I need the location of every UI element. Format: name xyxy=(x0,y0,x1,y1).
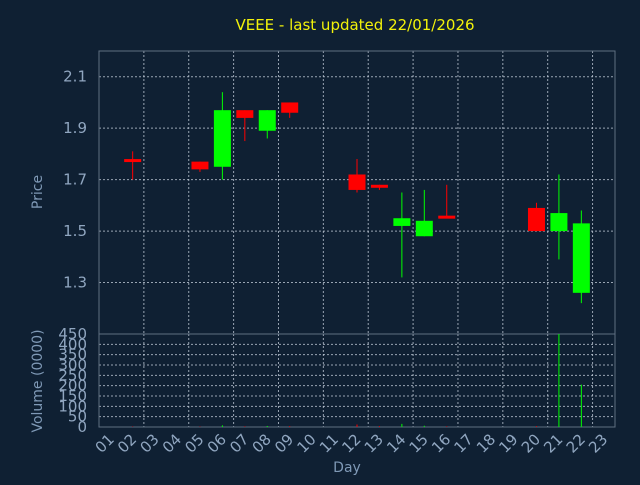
candle-body xyxy=(236,110,254,118)
candle xyxy=(370,184,388,190)
volume-grid xyxy=(99,334,615,427)
volume-tick-label: 0 xyxy=(77,418,87,436)
volume-tick-label: 200 xyxy=(58,377,87,395)
candle-body xyxy=(213,110,231,167)
candlestick-series xyxy=(124,92,590,304)
price-tick-label: 1.3 xyxy=(63,274,87,292)
price-tick-label: 1.7 xyxy=(63,171,87,189)
day-tick-label: 23 xyxy=(585,430,611,456)
candle-body xyxy=(258,110,276,131)
candle xyxy=(415,189,433,237)
candle xyxy=(438,184,456,219)
volume-tick-label: 350 xyxy=(58,346,87,364)
candle-body xyxy=(393,218,411,226)
candle xyxy=(258,110,276,139)
candle-body xyxy=(550,213,568,232)
volume-tick-label: 250 xyxy=(58,366,87,384)
day-axis-label: Day xyxy=(333,460,361,476)
candle xyxy=(550,174,568,260)
candle-body xyxy=(438,215,456,219)
price-tick-label: 2.1 xyxy=(63,68,87,86)
chart-title: VEEE - last updated 22/01/2026 xyxy=(235,16,474,34)
volume-panel-frame xyxy=(98,333,616,428)
price-axis: 1.3 1.5 1.7 1.9 2.1 xyxy=(63,68,87,292)
day-axis: 0102030405060708091011121314151617181920… xyxy=(92,430,612,456)
candle xyxy=(124,151,142,180)
candle-body xyxy=(527,207,545,232)
volume-tick-label: 50 xyxy=(68,408,87,426)
candle xyxy=(191,161,209,172)
candle xyxy=(281,102,299,118)
candle xyxy=(213,92,231,180)
volume-axis-label: Volume (0000) xyxy=(30,329,46,432)
price-tick-label: 1.5 xyxy=(63,222,87,240)
candle xyxy=(393,192,411,278)
candle-body xyxy=(415,220,433,237)
candle-body xyxy=(370,184,388,188)
candle-body xyxy=(124,159,142,163)
candle-body xyxy=(348,174,366,190)
volume-tick-label: 150 xyxy=(58,387,87,405)
candle-body xyxy=(281,102,299,113)
price-axis-label: Price xyxy=(30,175,46,209)
volume-tick-label: 400 xyxy=(58,335,87,353)
volume-tick-label: 100 xyxy=(58,397,87,415)
volume-tick-label: 450 xyxy=(58,325,87,343)
candle xyxy=(572,210,590,304)
volume-series xyxy=(132,334,582,427)
candle-body xyxy=(572,223,590,293)
candle xyxy=(236,110,254,142)
volume-tick-label: 300 xyxy=(58,356,87,374)
price-tick-label: 1.9 xyxy=(63,119,87,137)
candle xyxy=(527,202,545,232)
candle-body xyxy=(191,161,209,170)
candle xyxy=(348,159,366,193)
